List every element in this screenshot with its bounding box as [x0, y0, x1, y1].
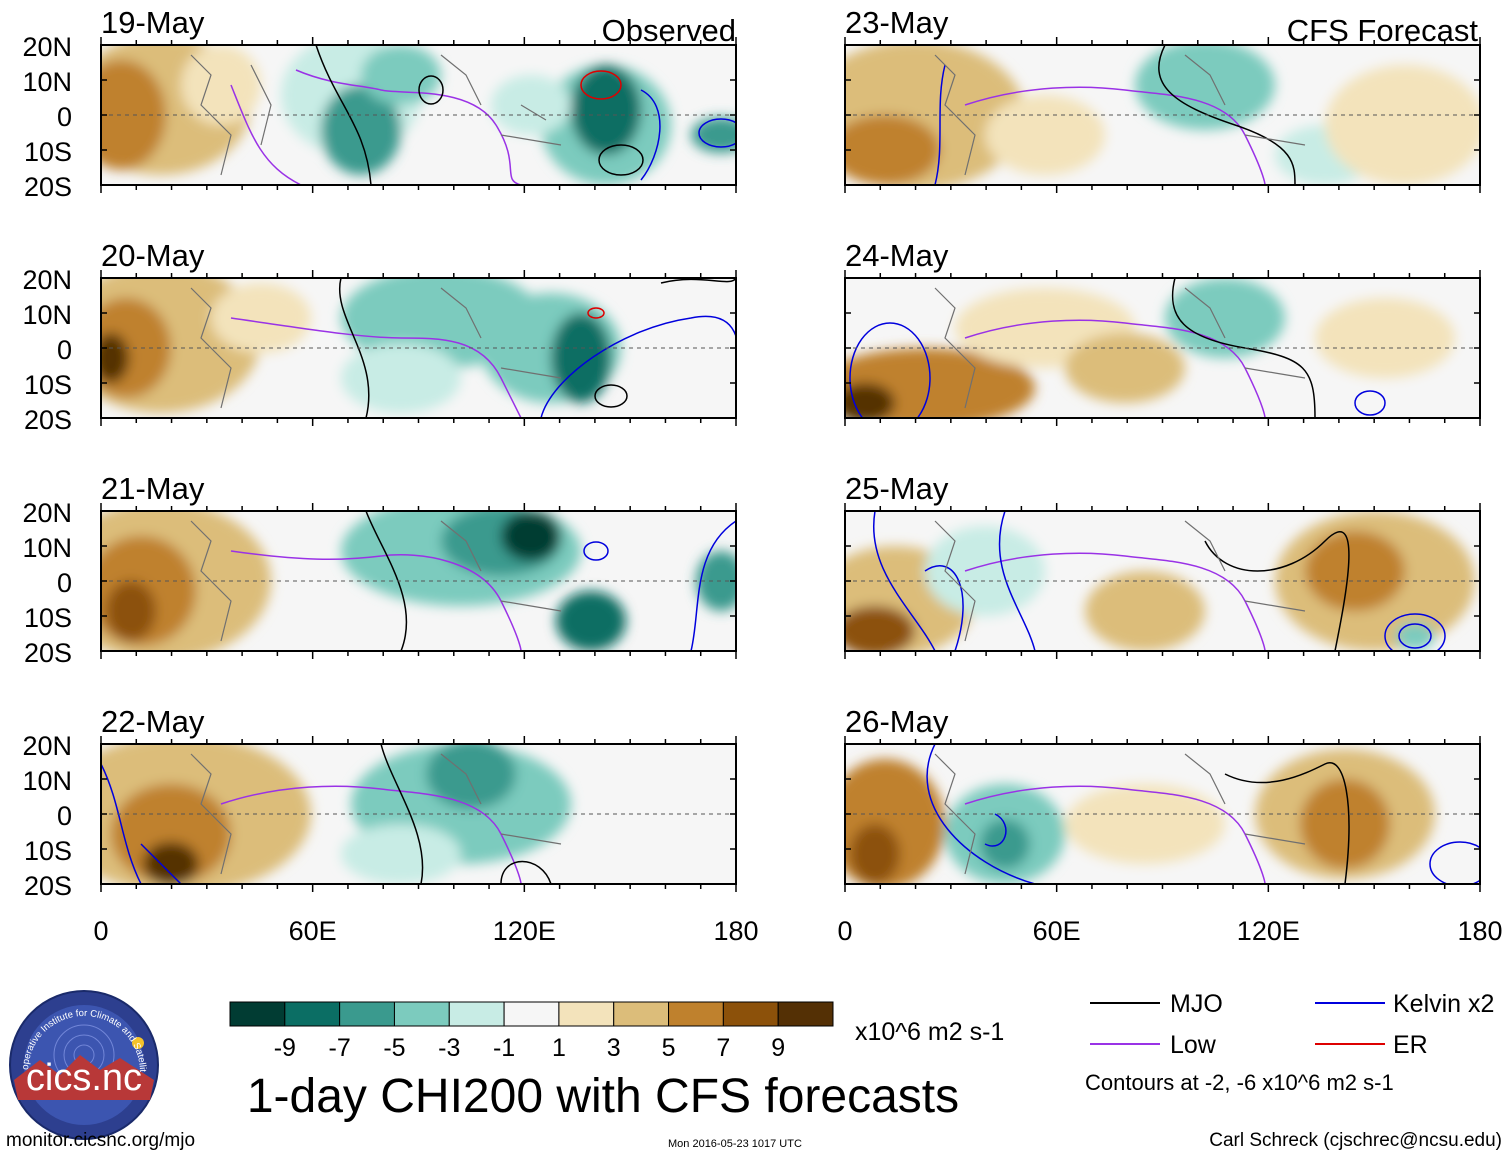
- column-title-forecast: CFS Forecast: [1287, 13, 1479, 48]
- lat-tick-label: 10N: [22, 300, 72, 330]
- lat-tick-label: 0: [57, 568, 72, 598]
- panel-date: 22-May: [101, 704, 205, 739]
- lat-tick-label: 20N: [22, 32, 72, 62]
- colorbar-tick-label: -9: [274, 1034, 296, 1062]
- colorbar-swatch: [777, 1001, 834, 1027]
- forecast-panel-24-may: 24-May: [844, 238, 1481, 419]
- colorbar-tick-label: 7: [716, 1034, 730, 1062]
- contours-note: Contours at -2, -6 x10^6 m2 s-1: [1085, 1070, 1394, 1095]
- forecast-panel-23-may: 23-May CFS Forecast: [844, 5, 1481, 186]
- lon-tick-label: 180: [713, 916, 758, 946]
- logo-text: cics.nc: [26, 1057, 142, 1099]
- panel-date: 20-May: [101, 238, 205, 273]
- colorbar: [229, 1001, 834, 1027]
- lat-tick-label: 0: [57, 102, 72, 132]
- colorbar-tick-label: -1: [493, 1034, 515, 1062]
- axis-ticks: [100, 37, 1481, 892]
- colorbar-swatch: [503, 1001, 560, 1027]
- colorbar-units: x10^6 m2 s-1: [855, 1018, 1004, 1046]
- lat-tick-label: 10N: [22, 533, 72, 563]
- observed-panel-21-may: 21-May: [100, 471, 737, 652]
- colorbar-tick-label: 3: [607, 1034, 621, 1062]
- column-title-observed: Observed: [602, 13, 736, 48]
- lon-tick-label: 120E: [493, 916, 556, 946]
- legend-label-er: ER: [1393, 1031, 1428, 1059]
- lon-tick-label: 180: [1457, 916, 1502, 946]
- colorbar-swatch: [448, 1001, 505, 1027]
- panel-date: 19-May: [101, 5, 205, 40]
- forecast-panel-25-may: 25-May: [844, 471, 1481, 652]
- colorbar-tick-label: 5: [662, 1034, 676, 1062]
- colorbar-swatch: [558, 1001, 615, 1027]
- lon-tick-label: 0: [93, 916, 108, 946]
- colorbar-swatch: [668, 1001, 724, 1027]
- colorbar-tick-label: -7: [329, 1034, 351, 1062]
- line-legend: MJO Kelvin x2 Low ER Contours at -2, -6 …: [1085, 990, 1494, 1095]
- lon-tick-label: 0: [837, 916, 852, 946]
- lat-tick-label: 10S: [24, 137, 72, 167]
- colorbar-swatch: [393, 1001, 450, 1027]
- footer-timestamp: Mon 2016-05-23 1017 UTC: [668, 1138, 802, 1150]
- colorbar-tick-label: -3: [438, 1034, 460, 1062]
- colorbar-swatch: [284, 1001, 341, 1027]
- legend-label-low: Low: [1170, 1031, 1217, 1059]
- observed-panel-19-may: 19-May Observed: [100, 5, 737, 186]
- lat-tick-label: 0: [57, 801, 72, 831]
- lon-tick-label: 60E: [1033, 916, 1081, 946]
- panel-date: 24-May: [845, 238, 949, 273]
- colorbar-swatch: [722, 1001, 779, 1027]
- panel-date: 23-May: [845, 5, 949, 40]
- panel-date: 25-May: [845, 471, 949, 506]
- lat-tick-label: 20S: [24, 172, 72, 202]
- figure-title: 1-day CHI200 with CFS forecasts: [247, 1070, 959, 1123]
- lat-tick-label: 20S: [24, 405, 72, 435]
- lat-tick-label: 10N: [22, 766, 72, 796]
- colorbar-tick-label: 9: [771, 1034, 785, 1062]
- lat-tick-label: 20S: [24, 638, 72, 668]
- axis-labels: 20N 10N 0 10S 20S 20N 10N 0 10S 20S 20N 10N 0 10S 20S 2…: [22, 32, 1502, 946]
- lat-tick-label: 10N: [22, 67, 72, 97]
- lat-tick-label: 20S: [24, 871, 72, 901]
- footer-url: monitor.cicsnc.org/mjo: [6, 1130, 196, 1151]
- lat-tick-label: 10S: [24, 603, 72, 633]
- lat-tick-label: 0: [57, 335, 72, 365]
- colorbar-tick-label: 1: [552, 1034, 566, 1062]
- colorbar-labels: -9 -7 -5 -3 -1 1 3 5 7 9: [274, 1034, 785, 1062]
- lat-tick-label: 20N: [22, 498, 72, 528]
- colorbar-tick-label: -5: [383, 1034, 405, 1062]
- lat-tick-label: 20N: [22, 731, 72, 761]
- panel-date: 21-May: [101, 471, 205, 506]
- legend-label-mjo: MJO: [1170, 990, 1223, 1018]
- colorbar-swatch: [613, 1001, 670, 1027]
- forecast-panel-26-may: 26-May: [844, 704, 1481, 885]
- lat-tick-label: 10S: [24, 370, 72, 400]
- lat-tick-label: 10S: [24, 836, 72, 866]
- observed-panel-20-may: 20-May: [100, 238, 737, 419]
- lon-tick-label: 60E: [289, 916, 337, 946]
- observed-panel-22-may: 22-May: [100, 704, 737, 885]
- legend-label-kelvin: Kelvin x2: [1393, 990, 1494, 1018]
- colorbar-swatch: [339, 1001, 395, 1027]
- panel-date: 26-May: [845, 704, 949, 739]
- lon-tick-label: 120E: [1237, 916, 1300, 946]
- footer-author: Carl Schreck (cjschrec@ncsu.edu): [1209, 1130, 1502, 1151]
- lat-tick-label: 20N: [22, 265, 72, 295]
- colorbar-swatch: [229, 1001, 286, 1027]
